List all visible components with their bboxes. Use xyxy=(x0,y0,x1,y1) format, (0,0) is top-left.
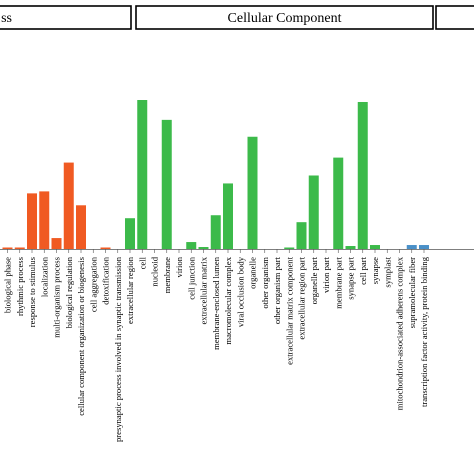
x-tick-label: transcription factor activity, protein b… xyxy=(419,256,429,407)
x-tick-label: biological phase xyxy=(3,257,13,313)
bar-membrane-enclosed-lumen xyxy=(210,215,221,249)
bar-membrane xyxy=(161,119,172,250)
x-tick-label: membrane xyxy=(162,257,172,293)
bar-response-to-stimulus xyxy=(27,193,37,249)
group-header-label-biological-process: ss xyxy=(1,11,12,26)
bar-extracellular-region xyxy=(125,218,135,249)
x-tick-label: response to stimulus xyxy=(27,256,37,327)
bar-rhythmic-process xyxy=(14,247,25,249)
bar-supramolecular-fiber xyxy=(406,245,417,249)
x-tick-label: synapse xyxy=(370,257,380,284)
bar-organelle xyxy=(247,136,258,249)
x-tick-label: supramolecular fiber xyxy=(407,257,417,328)
x-tick-label: localization xyxy=(39,256,49,297)
x-tick-label: extracellular matrix xyxy=(199,256,209,324)
x-tick-label: mitochondrion-associated adherens comple… xyxy=(395,256,405,410)
x-tick-label: detoxification xyxy=(101,256,111,304)
x-tick-label: viral occlusion body xyxy=(235,256,245,327)
bar-cell-junction xyxy=(186,242,197,249)
bar-macromolecular-complex xyxy=(223,183,233,249)
x-tick-label: synapse part xyxy=(346,256,356,299)
bar-cell xyxy=(137,100,148,249)
x-tick-label: multi-organism process xyxy=(52,256,62,337)
tick-label-layer: biological phase rhythmic process response… xyxy=(3,256,430,442)
x-tick-label: cellular component organization or bioge… xyxy=(76,256,86,415)
bar-cell-part xyxy=(357,101,368,250)
bar-extracellular-matrix-component xyxy=(284,247,295,249)
x-tick-label: nucleoid xyxy=(150,256,160,286)
bar-multi-organism-process xyxy=(51,238,62,249)
bar-organelle-part xyxy=(308,175,319,249)
x-tick-label: macromolecular complex xyxy=(223,256,233,344)
bar-membrane-part xyxy=(333,157,344,249)
x-tick-label: membrane-enclosed lumen xyxy=(211,256,221,350)
bar-biological-phase xyxy=(2,247,13,249)
group-header-label-cellular-component: Cellular Component xyxy=(228,11,342,26)
bar-localization xyxy=(39,191,50,249)
x-tick-label: virion part xyxy=(321,256,331,293)
group-header-box-cellular-component xyxy=(135,5,434,30)
group-header-layer: ss Cellular Component xyxy=(0,5,474,30)
x-tick-label: membrane part xyxy=(333,256,343,308)
bar-detoxification xyxy=(100,247,111,249)
x-tick-label: organelle part xyxy=(309,256,319,304)
x-tick-label: presynaptic process involved in synaptic… xyxy=(113,256,123,442)
x-tick-label: biological regulation xyxy=(64,256,74,328)
group-header-box-molecular-function xyxy=(435,5,474,30)
group-header-box-biological-process xyxy=(0,5,132,30)
bar-synapse-part xyxy=(345,246,356,249)
x-tick-label: virion xyxy=(174,256,184,277)
bar-synapse xyxy=(370,245,380,249)
bar-extracellular-region-part xyxy=(296,222,307,249)
x-tick-label: cell xyxy=(137,256,147,269)
bar-cellular-component-organization-or-biogenesis xyxy=(76,205,86,249)
x-tick-label: organelle xyxy=(248,257,258,289)
x-tick-label: cell junction xyxy=(186,256,196,299)
x-tick-label: cell part xyxy=(358,256,368,285)
x-tick-label: other organism part xyxy=(272,256,282,324)
x-tick-label: extracellular region xyxy=(125,256,135,324)
x-tick-label: extracellular matrix component xyxy=(284,256,294,364)
bar-biological-regulation xyxy=(63,162,74,249)
x-tick-label: extracellular region part xyxy=(297,256,307,339)
x-tick-label: other organism xyxy=(260,257,270,309)
x-tick-label: rhythmic process xyxy=(15,256,25,316)
x-tick-label: symplast xyxy=(382,256,392,287)
bar-transcription-factor-activity-protein-binding xyxy=(419,245,429,249)
bar-extracellular-matrix xyxy=(198,247,209,249)
axis-layer xyxy=(0,249,474,253)
bar-layer xyxy=(2,100,429,250)
x-tick-label: cell aggregation xyxy=(88,256,98,312)
